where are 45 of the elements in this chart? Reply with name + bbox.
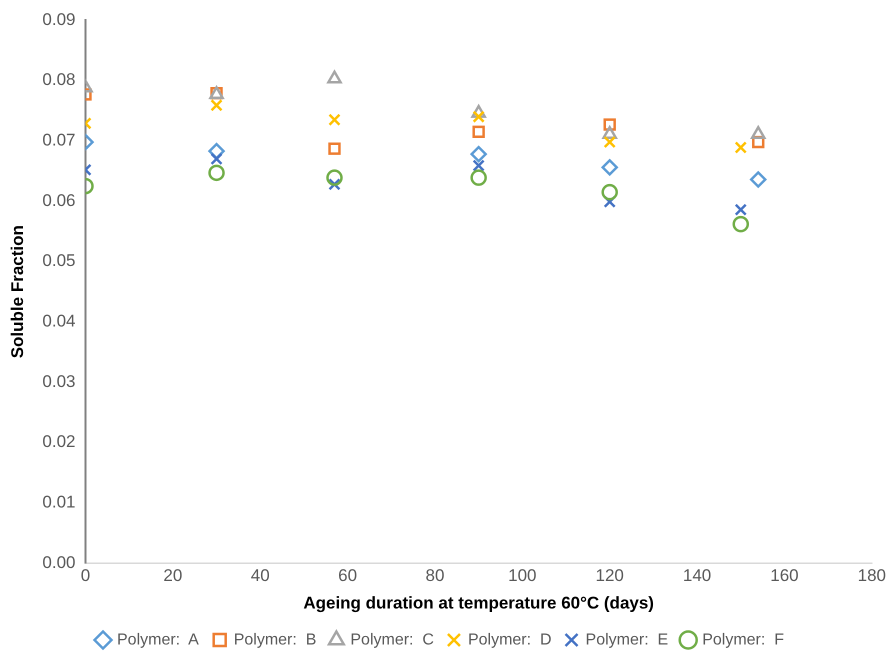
point	[328, 142, 341, 155]
point	[472, 126, 485, 138]
y-tick-label: 0.07	[42, 130, 76, 150]
x-tick-label: 60	[338, 566, 358, 586]
y-tick-label: 0.00	[42, 552, 76, 572]
point	[601, 184, 618, 200]
x-tick-label: 0	[80, 566, 90, 586]
y-tick-label: 0.05	[42, 251, 76, 270]
point	[470, 169, 487, 186]
legend-label: Polymer: F	[702, 631, 784, 648]
point	[210, 99, 223, 112]
point	[472, 159, 485, 172]
x-tick-label: 160	[770, 566, 799, 586]
y-tick-label: 0.03	[42, 372, 76, 391]
y-tick-label: 0.02	[42, 432, 76, 452]
y-tick-label: 0.04	[42, 312, 76, 331]
point	[601, 159, 618, 176]
legend-label: Polymer: A	[117, 631, 200, 648]
point	[604, 136, 616, 148]
point	[210, 152, 223, 166]
x-tick-label: 80	[426, 566, 444, 586]
point	[750, 171, 766, 188]
x-tick-label: 20	[163, 566, 182, 586]
point	[208, 164, 225, 182]
legend-label: Polymer: D	[468, 631, 552, 648]
point	[470, 146, 487, 162]
legend-label: Polymer: E	[586, 631, 668, 648]
y-tick-label: 0.01	[42, 492, 76, 512]
y-axis-title: Soluble Fraction	[8, 225, 27, 358]
x-tick-label: 140	[682, 566, 712, 586]
x-tick-label: 100	[508, 566, 537, 586]
point	[732, 216, 750, 232]
point	[328, 114, 341, 126]
point	[734, 141, 747, 154]
point	[734, 203, 747, 216]
x-tick-label: 180	[858, 566, 886, 586]
y-tick-label: 0.09	[42, 10, 76, 29]
legend-label: Polymer: C	[350, 631, 434, 648]
point	[326, 169, 343, 186]
x-tick-label: 40	[250, 566, 270, 586]
x-tick-label: 120	[596, 566, 624, 586]
x-axis-title: Ageing duration at temperature 60°C (days)	[303, 593, 654, 612]
y-tick-label: 0.08	[42, 70, 76, 90]
legend-label: Polymer: B	[234, 631, 316, 648]
y-tick-label: 0.06	[42, 190, 76, 210]
